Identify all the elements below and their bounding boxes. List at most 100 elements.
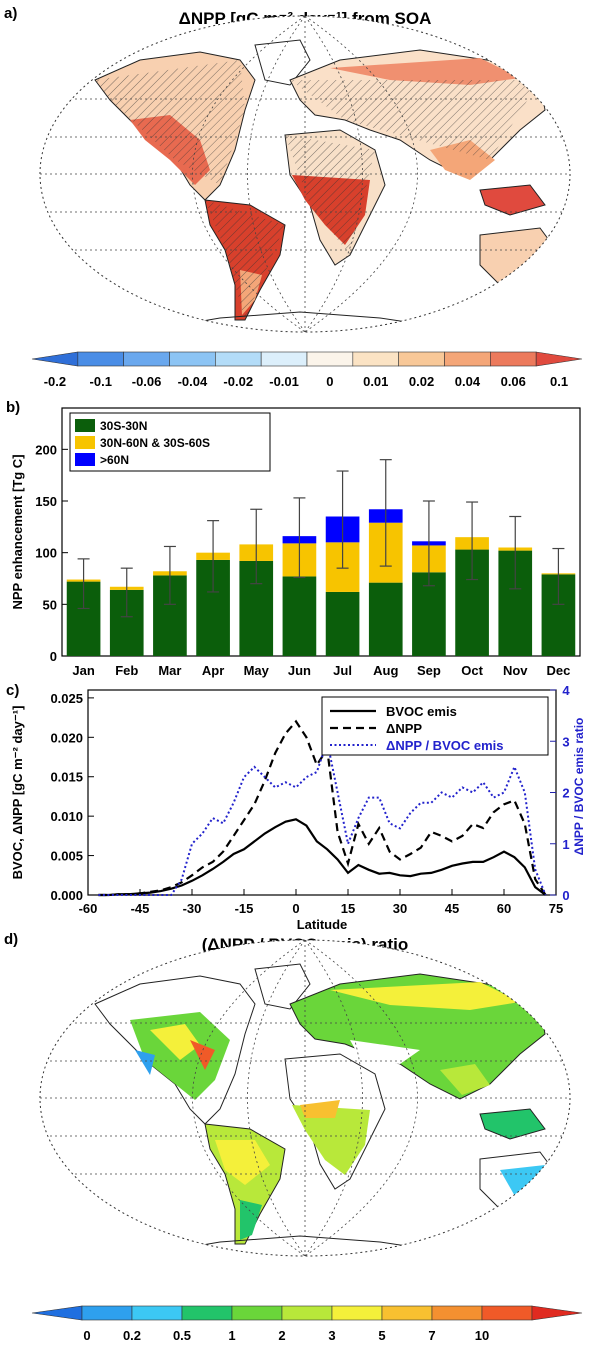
panel-d-colorbar: 0 0.2 0.5 1 2 3 5 7 10 — [31, 1305, 583, 1343]
panel-a-map — [40, 16, 570, 332]
x-tick-label: 30 — [393, 901, 407, 916]
y-tick-label: 0.005 — [50, 849, 83, 864]
x-tick-label: Feb — [115, 663, 138, 678]
colorbar-tick-label: 0.01 — [363, 374, 388, 389]
x-tick-label: 45 — [445, 901, 459, 916]
colorbar-cell — [398, 351, 445, 367]
colorbar-cell — [331, 1305, 383, 1321]
x-tick-label: Jan — [72, 663, 94, 678]
bar-segment — [368, 582, 403, 656]
colorbar-cell — [306, 351, 354, 367]
colorbar-cell — [181, 1305, 233, 1321]
legend-swatch — [75, 436, 95, 449]
x-tick-label: -60 — [79, 901, 98, 916]
colorbar-tick-label: 0.1 — [550, 374, 568, 389]
y-tick-label: 0.025 — [50, 691, 83, 706]
colorbar-tick-label: 0 — [83, 1328, 90, 1343]
x-tick-label: 15 — [341, 901, 355, 916]
legend: 30S-30N 30N-60N & 30S-60S >60N — [69, 412, 271, 472]
x-tick-label: 75 — [549, 901, 563, 916]
colorbar-tick-label: 0.04 — [455, 374, 481, 389]
legend-swatch — [75, 419, 95, 432]
y-tick-label: 0.020 — [50, 730, 83, 745]
colorbar-cell — [77, 351, 124, 367]
colorbar-tick-label: 1 — [228, 1328, 235, 1343]
colorbar-cell — [531, 1305, 583, 1321]
colorbar-tick-label: 0 — [326, 374, 333, 389]
map-greenland — [254, 963, 311, 1010]
panel-c-line-chart: -60 -45 -30 -15 0 15 30 45 60 750.0000.0050.0100.… — [10, 683, 586, 932]
legend: BVOC emis ΔNPP ΔNPP / BVOC emis — [321, 696, 549, 756]
x-tick-label: -45 — [131, 901, 150, 916]
colorbar-cell — [31, 1305, 83, 1321]
bar-segment — [325, 591, 360, 656]
y-tick-label: 100 — [35, 546, 57, 561]
y2-tick-label: 4 — [562, 683, 570, 698]
legend-label: 30S-30N — [100, 419, 147, 433]
y-tick-label: 0.010 — [50, 809, 83, 824]
x-tick-label: Jul — [333, 663, 352, 678]
colorbar-tick-label: 0.02 — [409, 374, 434, 389]
x-tick-label: 60 — [497, 901, 511, 916]
colorbar-cell — [231, 1305, 283, 1321]
colorbar-tick-label: -0.02 — [223, 374, 253, 389]
x-tick-label: Sep — [417, 663, 441, 678]
panel-a: a) ΔNPP [gC m⁻² day⁻¹] from SOA — [4, 5, 583, 389]
x-tick-label: Nov — [503, 663, 528, 678]
colorbar-cell — [431, 1305, 483, 1321]
panel-c-letter: c) — [6, 682, 19, 699]
map-indonesia — [479, 184, 546, 216]
legend-label: BVOC emis — [386, 704, 457, 719]
colorbar-tick-label: 0.5 — [173, 1328, 191, 1343]
legend-label: ΔNPP — [386, 721, 422, 736]
x-tick-label: Aug — [373, 663, 398, 678]
x-tick-label: Oct — [461, 663, 483, 678]
x-tick-label: Mar — [158, 663, 181, 678]
y2-tick-label: 2 — [562, 786, 569, 801]
legend-box — [69, 412, 271, 472]
colorbar-tick-label: 3 — [328, 1328, 335, 1343]
map-greenland — [254, 39, 311, 86]
y-axis-label: BVOC, ΔNPP [gC m⁻² day⁻¹] — [10, 706, 25, 880]
panel-d-letter: d) — [4, 931, 18, 948]
legend-label: 30N-60N & 30S-60S — [100, 436, 210, 450]
colorbar-tick-label: 0.2 — [123, 1328, 141, 1343]
panel-a-colorbar: -0.2 -0.1 -0.06 -0.04 -0.02 -0.01 0 0.01 0.02 0.0… — [31, 351, 583, 389]
map-indonesia — [479, 1108, 546, 1140]
colorbar-cell — [481, 1305, 533, 1321]
legend-swatch — [75, 453, 95, 466]
colorbar-cell — [123, 351, 170, 367]
y-tick-label: 0.000 — [50, 888, 83, 903]
y-tick-label: 0 — [50, 649, 57, 664]
y-tick-label: 50 — [43, 597, 57, 612]
colorbar-tick-label: -0.2 — [44, 374, 66, 389]
colorbar-tick-label: -0.1 — [90, 374, 112, 389]
colorbar-tick-label: 7 — [428, 1328, 435, 1343]
panel-b-bar-chart: 0 50 100 150 200 NPP enhancement [Tg C] Jan Feb… — [10, 407, 581, 678]
colorbar-cell — [260, 351, 308, 367]
panel-d-map — [40, 940, 570, 1256]
y2-tick-label: 0 — [562, 888, 569, 903]
x-tick-label: Jun — [288, 663, 311, 678]
y2-tick-label: 1 — [562, 837, 569, 852]
y-tick-label: 200 — [35, 442, 57, 457]
colorbar-tick-label: -0.04 — [178, 374, 208, 389]
panel-a-letter: a) — [4, 5, 17, 22]
series-line — [98, 737, 547, 896]
y-axis-label: NPP enhancement [Tg C] — [10, 454, 25, 609]
colorbar-tick-label: -0.06 — [132, 374, 162, 389]
y-tick-label: 150 — [35, 494, 57, 509]
legend-label: ΔNPP / BVOC emis — [386, 738, 503, 753]
x-tick-label: -15 — [235, 901, 254, 916]
x-tick-label: 0 — [292, 901, 299, 916]
y2-tick-label: 3 — [562, 734, 569, 749]
colorbar-cell — [215, 351, 262, 367]
x-tick-label: -30 — [183, 901, 202, 916]
x-tick-label: Dec — [546, 663, 570, 678]
legend-box — [321, 696, 549, 756]
colorbar-tick-label: -0.01 — [269, 374, 299, 389]
panel-b: b) 0 50 100 150 200 NPP enhancement [Tg C] Jan… — [6, 399, 581, 678]
panel-d: d) (ΔNPP / BVOC emis) ratio — [4, 931, 583, 1343]
series-line — [98, 818, 547, 897]
